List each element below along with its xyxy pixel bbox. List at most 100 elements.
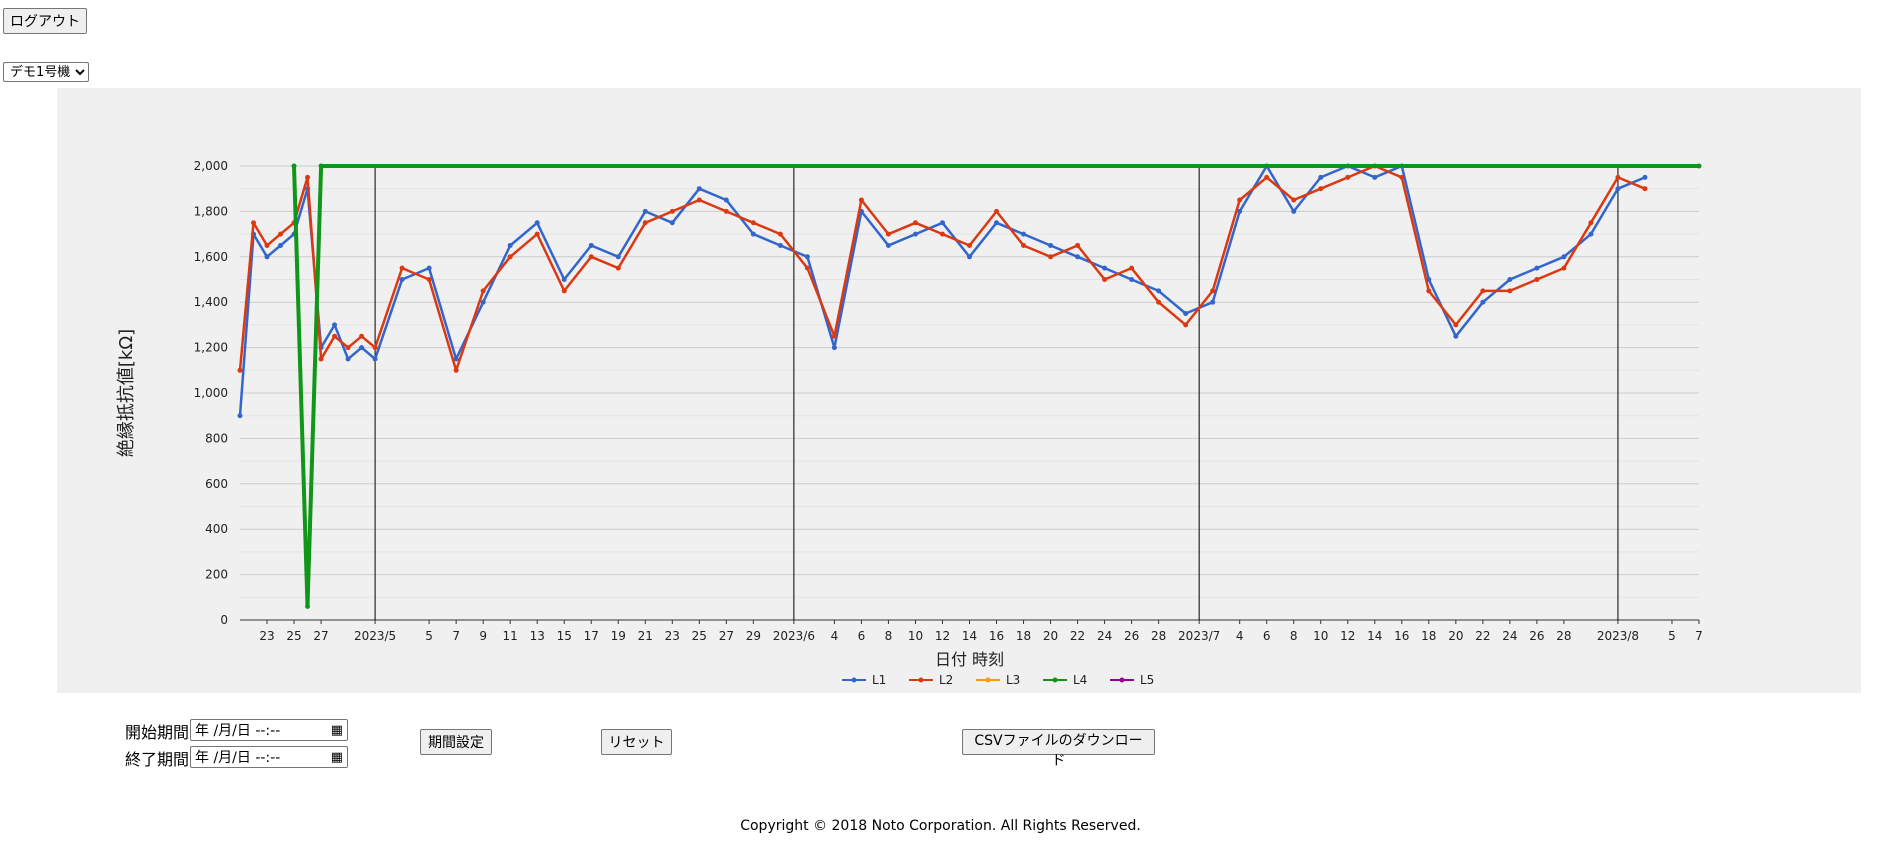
x-tick-label: 28 xyxy=(1556,629,1571,643)
data-point-l2 xyxy=(426,277,432,282)
start-period-label: 開始期間 xyxy=(125,723,190,742)
data-point-l1 xyxy=(669,220,675,226)
reset-button[interactable]: リセット xyxy=(601,729,672,755)
series-line-l4 xyxy=(292,164,1699,609)
legend-label-l1: L1 xyxy=(872,673,886,687)
data-point-l2 xyxy=(967,242,972,248)
x-tick-label: 14 xyxy=(1367,629,1382,643)
data-point-l2 xyxy=(1561,265,1567,271)
x-tick-label: 8 xyxy=(1290,629,1298,643)
data-point-l1 xyxy=(399,277,405,282)
data-point-l2 xyxy=(507,254,513,260)
data-point-l4 xyxy=(305,603,311,609)
data-point-l1 xyxy=(453,356,459,362)
legend-label-l4: L4 xyxy=(1073,673,1087,687)
x-tick-label: 4 xyxy=(1236,629,1244,643)
data-point-l2 xyxy=(1507,288,1513,294)
data-point-l2 xyxy=(318,356,324,362)
series-line-l1 xyxy=(238,164,1646,416)
data-point-l2 xyxy=(831,333,837,339)
end-datetime-input[interactable]: 年 /月/日 --:-- ▦ xyxy=(190,746,348,768)
data-point-l1 xyxy=(1021,231,1027,237)
x-tick-label: 22 xyxy=(1475,629,1490,643)
data-point-l2 xyxy=(332,333,338,339)
data-point-l2 xyxy=(804,265,810,271)
y-tick-label: 1,600 xyxy=(194,250,228,264)
data-point-l2 xyxy=(1480,288,1486,294)
data-point-l1 xyxy=(507,242,513,248)
legend-marker-l4 xyxy=(1052,677,1058,683)
data-point-l1 xyxy=(777,242,783,248)
calendar-icon[interactable]: ▦ xyxy=(330,722,343,738)
data-point-l2 xyxy=(1048,254,1054,260)
data-point-l1 xyxy=(1615,186,1621,192)
x-tick-label: 27 xyxy=(719,629,734,643)
set-period-button[interactable]: 期間設定 xyxy=(420,729,492,755)
data-point-l1 xyxy=(696,186,702,192)
data-point-l2 xyxy=(1642,186,1648,192)
x-tick-label: 26 xyxy=(1124,629,1139,643)
data-point-l2 xyxy=(1588,220,1594,226)
x-tick-label: 17 xyxy=(584,629,599,643)
data-point-l2 xyxy=(1102,277,1108,282)
calendar-icon[interactable]: ▦ xyxy=(330,749,343,765)
machine-select[interactable]: デモ1号機 xyxy=(3,62,89,82)
data-point-l2 xyxy=(669,208,675,214)
csv-download-button[interactable]: CSVファイルのダウンロード xyxy=(962,729,1155,769)
y-tick-label: 2,000 xyxy=(194,159,228,173)
data-point-l2 xyxy=(1210,288,1216,294)
data-point-l1 xyxy=(1642,174,1648,180)
data-point-l2 xyxy=(1453,322,1459,328)
copyright-text: Copyright © 2018 Noto Corporation. All R… xyxy=(740,818,1141,834)
data-point-l2 xyxy=(345,345,351,351)
data-point-l1 xyxy=(939,220,945,226)
x-tick-label: 24 xyxy=(1097,629,1112,643)
x-tick-label: 7 xyxy=(452,629,460,643)
x-tick-label: 9 xyxy=(479,629,487,643)
data-point-l2 xyxy=(750,220,756,226)
data-point-l1 xyxy=(1048,242,1054,248)
x-tick-label: 6 xyxy=(858,629,866,643)
x-tick-label: 16 xyxy=(1394,629,1409,643)
x-tick-label: 21 xyxy=(638,629,653,643)
x-tick-label: 23 xyxy=(259,629,274,643)
data-point-l1 xyxy=(237,413,243,419)
data-point-l1 xyxy=(1156,288,1162,294)
x-tick-label: 2023/5 xyxy=(354,629,396,643)
x-tick-label: 12 xyxy=(1340,629,1355,643)
end-period-label: 終了期間 xyxy=(125,750,190,769)
data-point-l2 xyxy=(885,231,891,237)
x-tick-label: 4 xyxy=(831,629,839,643)
x-tick-label: 18 xyxy=(1016,629,1031,643)
x-tick-label: 13 xyxy=(530,629,545,643)
x-tick-label: 29 xyxy=(746,629,761,643)
logout-button[interactable]: ログアウト xyxy=(3,8,87,34)
data-point-l1 xyxy=(1237,208,1243,214)
x-tick-label: 8 xyxy=(885,629,893,643)
data-point-l1 xyxy=(534,220,540,226)
start-datetime-placeholder: 年 /月/日 --:-- xyxy=(195,723,281,739)
data-point-l2 xyxy=(1156,299,1162,305)
data-point-l2 xyxy=(1264,174,1270,180)
data-point-l2 xyxy=(1534,277,1540,282)
data-point-l1 xyxy=(1318,174,1324,180)
data-point-l2 xyxy=(1291,197,1297,203)
data-point-l2 xyxy=(534,231,540,237)
x-tick-label: 16 xyxy=(989,629,1004,643)
y-tick-label: 1,200 xyxy=(194,341,228,355)
y-tick-label: 400 xyxy=(205,522,228,536)
data-point-l2 xyxy=(399,265,405,271)
data-point-l2 xyxy=(1345,174,1351,180)
x-tick-label: 25 xyxy=(286,629,301,643)
x-tick-label: 28 xyxy=(1151,629,1166,643)
x-tick-label: 2023/7 xyxy=(1178,629,1220,643)
y-tick-label: 800 xyxy=(205,431,228,445)
y-tick-label: 600 xyxy=(205,477,228,491)
start-datetime-input[interactable]: 年 /月/日 --:-- ▦ xyxy=(190,719,348,741)
data-point-l1 xyxy=(1075,254,1081,260)
data-point-l1 xyxy=(885,242,891,248)
x-tick-label: 24 xyxy=(1502,629,1517,643)
data-point-l1 xyxy=(1210,299,1216,305)
x-tick-label: 18 xyxy=(1421,629,1436,643)
data-point-l1 xyxy=(1534,265,1540,271)
